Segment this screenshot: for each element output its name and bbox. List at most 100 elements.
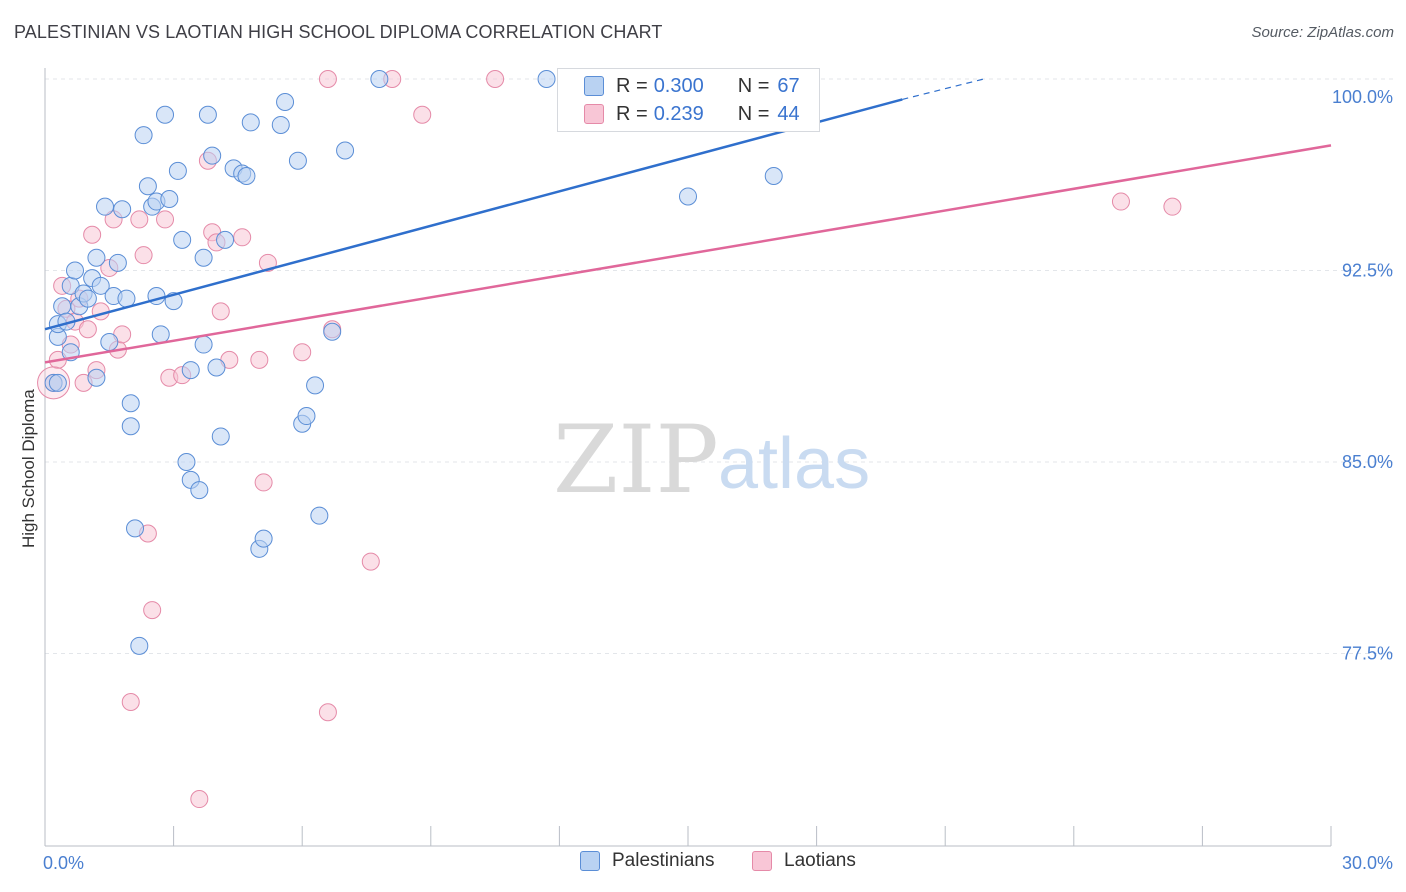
bottom-legend: Palestinians Laotians — [0, 850, 1406, 878]
legend-label-palestinians: Palestinians — [612, 850, 715, 871]
chart-title: PALESTINIAN VS LAOTIAN HIGH SCHOOL DIPLO… — [14, 22, 663, 42]
palestinians-point — [198, 105, 217, 124]
palestinians-point — [679, 187, 697, 206]
n-value: 67 — [777, 74, 800, 97]
x-tick-label-max: 30.0% — [1342, 853, 1393, 873]
palestinians-point — [134, 126, 153, 145]
laotians-point — [78, 320, 97, 339]
y-tick-label: 85.0% — [1342, 452, 1393, 472]
palestinians-point — [100, 332, 119, 351]
laotians-point — [1163, 197, 1182, 216]
palestinians-point — [48, 373, 67, 392]
y-tick-label: 77.5% — [1342, 644, 1393, 664]
laotians-point — [143, 601, 162, 620]
palestinians-point — [254, 529, 273, 548]
palestinians-point — [156, 105, 175, 124]
legend-item-laotians[interactable]: Laotians — [752, 850, 856, 872]
palestinians-point — [121, 394, 140, 413]
laotians-point — [486, 70, 505, 88]
laotians-point — [134, 246, 153, 265]
palestinians-point — [297, 407, 316, 426]
laotians-point — [190, 790, 209, 809]
palestinians-point — [87, 248, 106, 267]
palestinians-point — [190, 481, 209, 500]
palestinians-trend-line — [44, 98, 903, 331]
palestinians-point — [66, 261, 85, 280]
palestinians-point — [370, 70, 389, 88]
laotians-trend-line — [44, 144, 1332, 364]
palestinians-point — [91, 276, 110, 295]
y-tick-label: 100.0% — [1332, 87, 1393, 107]
tick-labels: 77.5% 85.0% 92.5% 100.0% 0.0% 30.0% — [43, 87, 1393, 873]
palestinians-point — [108, 253, 127, 272]
laotians-point — [91, 302, 110, 321]
palestinians-point — [194, 335, 213, 354]
legend-item-palestinians[interactable]: Palestinians — [580, 850, 714, 872]
axes — [44, 68, 1332, 847]
palestinians-point — [177, 453, 196, 471]
y-tick-label: 92.5% — [1342, 261, 1393, 281]
blue-swatch — [584, 76, 604, 96]
n-label: N = — [737, 74, 770, 97]
r-label: R = — [616, 74, 648, 97]
palestinians-point — [113, 200, 132, 219]
laotians-point — [156, 210, 175, 229]
source-credit: Source: ZipAtlas.com — [1251, 24, 1394, 41]
gridlines — [45, 78, 1395, 654]
palestinians-point — [336, 141, 355, 160]
palestinians-point — [160, 190, 179, 209]
laotians-point — [250, 350, 269, 369]
palestinians-point — [537, 70, 556, 88]
laotians-point — [121, 693, 140, 712]
laotians-point — [211, 302, 230, 321]
palestinians-point — [78, 289, 97, 308]
pink-swatch — [752, 851, 772, 871]
palestinians-point — [764, 167, 783, 186]
watermark-atlas: atlas — [718, 424, 870, 504]
palestinians-point — [237, 167, 256, 186]
r-value: 0.239 — [653, 102, 704, 125]
palestinians-point — [130, 636, 149, 655]
palestinians-point — [271, 115, 290, 134]
laotians-point — [254, 473, 273, 492]
legend-row-palestinians: R = 0.300 N = 67 — [584, 72, 800, 100]
legend-row-laotians: R = 0.239 N = 44 — [584, 100, 800, 128]
laotians-point — [130, 210, 149, 229]
palestinians-point — [173, 230, 192, 249]
palestinians-point — [241, 113, 260, 132]
palestinians-point — [306, 376, 325, 395]
palestinians-point — [168, 161, 187, 180]
y-axis-label: High School Diploma — [19, 389, 38, 548]
palestinians-point — [181, 361, 200, 380]
blue-swatch — [580, 851, 600, 871]
laotians-point — [233, 228, 252, 247]
trend-lines — [44, 78, 1332, 364]
x-tick-label-min: 0.0% — [43, 853, 84, 873]
pink-swatch — [584, 104, 604, 124]
palestinians-point — [138, 177, 157, 196]
palestinians-point — [53, 297, 72, 316]
laotians-point — [83, 225, 102, 244]
palestinians-trend-extension — [902, 78, 984, 101]
n-label: N = — [737, 102, 770, 125]
palestinians-point — [194, 248, 213, 267]
laotians-point — [361, 552, 380, 571]
n-value: 44 — [777, 102, 800, 125]
palestinians-point — [126, 519, 145, 538]
palestinians-point — [203, 146, 222, 165]
stats-legend: R = 0.300 N = 67 R = 0.239 N = 44 — [557, 68, 820, 132]
palestinians-point — [87, 368, 106, 387]
palestinians-point — [207, 358, 226, 377]
palestinians-point — [121, 417, 140, 436]
r-value: 0.300 — [653, 74, 704, 97]
palestinians-point — [276, 92, 295, 111]
palestinians-point — [211, 427, 230, 446]
palestinians-point — [96, 197, 115, 216]
palestinians-point — [288, 151, 307, 170]
laotians-point — [1111, 192, 1130, 211]
palestinians-point — [310, 506, 329, 525]
laotians-point — [413, 105, 432, 124]
legend-label-laotians: Laotians — [784, 850, 856, 871]
palestinians-points — [44, 70, 783, 655]
